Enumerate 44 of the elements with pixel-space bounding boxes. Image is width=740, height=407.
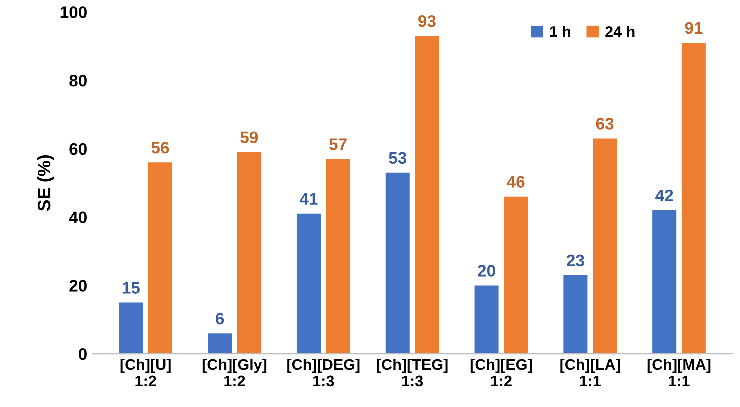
bar [652,210,677,354]
bar [682,42,706,354]
data-label: 57 [330,138,347,150]
x-tick-label: [Ch][U] 1:2 [120,358,171,386]
x-tick-label: [Ch][EG] 1:2 [470,358,532,386]
data-label: 53 [389,152,407,164]
data-label: 46 [507,176,525,188]
bar [208,334,232,354]
data-label: 6 [216,312,224,325]
data-label: 42 [656,190,674,202]
bar [504,196,528,354]
data-label: 59 [240,132,258,144]
bar [386,172,410,354]
data-label: 63 [596,118,614,130]
data-label: 93 [418,15,436,28]
y-axis-title: SE (%) [37,155,54,212]
bar [474,286,499,354]
data-label: 91 [685,22,703,34]
x-tick-label: [Ch][Gly] 1:2 [202,358,267,386]
y-tick-label: 60 [70,143,87,156]
bar [296,214,321,354]
bar [237,152,262,354]
bar [119,302,144,354]
legend-label: 1 h [550,26,571,38]
bar [593,138,618,354]
y-tick-label: 0 [79,348,87,360]
x-tick-label: [Ch][TEG] 1:3 [377,358,448,387]
data-label: 41 [300,193,318,205]
data-label: 15 [122,282,140,294]
legend-label: 24 h [606,26,635,38]
bar [564,275,588,354]
bar [326,159,350,354]
data-label: 56 [152,142,170,154]
bar [148,162,173,354]
data-label: 23 [566,254,584,267]
y-tick-label: 40 [69,212,87,224]
y-tick-label: 80 [70,74,87,87]
bar [415,36,440,354]
y-tick-label: 100 [60,6,87,18]
x-tick-label: [Ch][MA] 1:1 [648,358,711,386]
x-tick-label: [Ch][LA] 1:1 [560,358,620,386]
x-tick-label: [Ch][DEG] 1:3 [288,358,360,387]
y-tick-label: 20 [70,280,87,292]
data-label: 20 [478,265,496,277]
